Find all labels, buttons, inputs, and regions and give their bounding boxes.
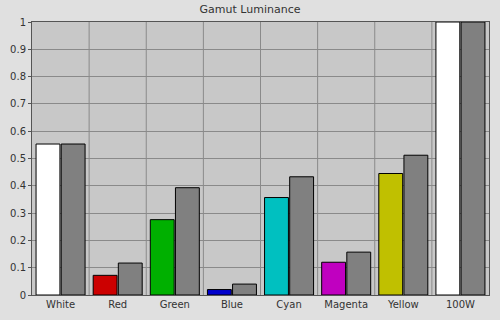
svg-text:1: 1: [20, 17, 26, 28]
svg-text:0.3: 0.3: [10, 208, 26, 219]
svg-text:White: White: [46, 299, 75, 310]
svg-text:0.1: 0.1: [10, 262, 26, 273]
svg-text:100W: 100W: [446, 299, 475, 310]
svg-text:Yellow: Yellow: [387, 299, 419, 310]
svg-text:0.5: 0.5: [10, 153, 26, 164]
svg-text:Cyan: Cyan: [276, 299, 301, 310]
svg-text:0.6: 0.6: [10, 126, 26, 137]
svg-text:0.9: 0.9: [10, 44, 26, 55]
svg-text:0.7: 0.7: [10, 98, 26, 109]
svg-text:0.8: 0.8: [10, 71, 26, 82]
svg-text:0.4: 0.4: [10, 180, 26, 191]
svg-text:0.2: 0.2: [10, 235, 26, 246]
svg-text:Blue: Blue: [221, 299, 243, 310]
svg-text:Magenta: Magenta: [324, 299, 368, 310]
svg-text:Red: Red: [108, 299, 127, 310]
svg-text:0: 0: [20, 290, 26, 301]
svg-text:Green: Green: [160, 299, 190, 310]
svg-text:Gamut Luminance: Gamut Luminance: [200, 3, 301, 16]
